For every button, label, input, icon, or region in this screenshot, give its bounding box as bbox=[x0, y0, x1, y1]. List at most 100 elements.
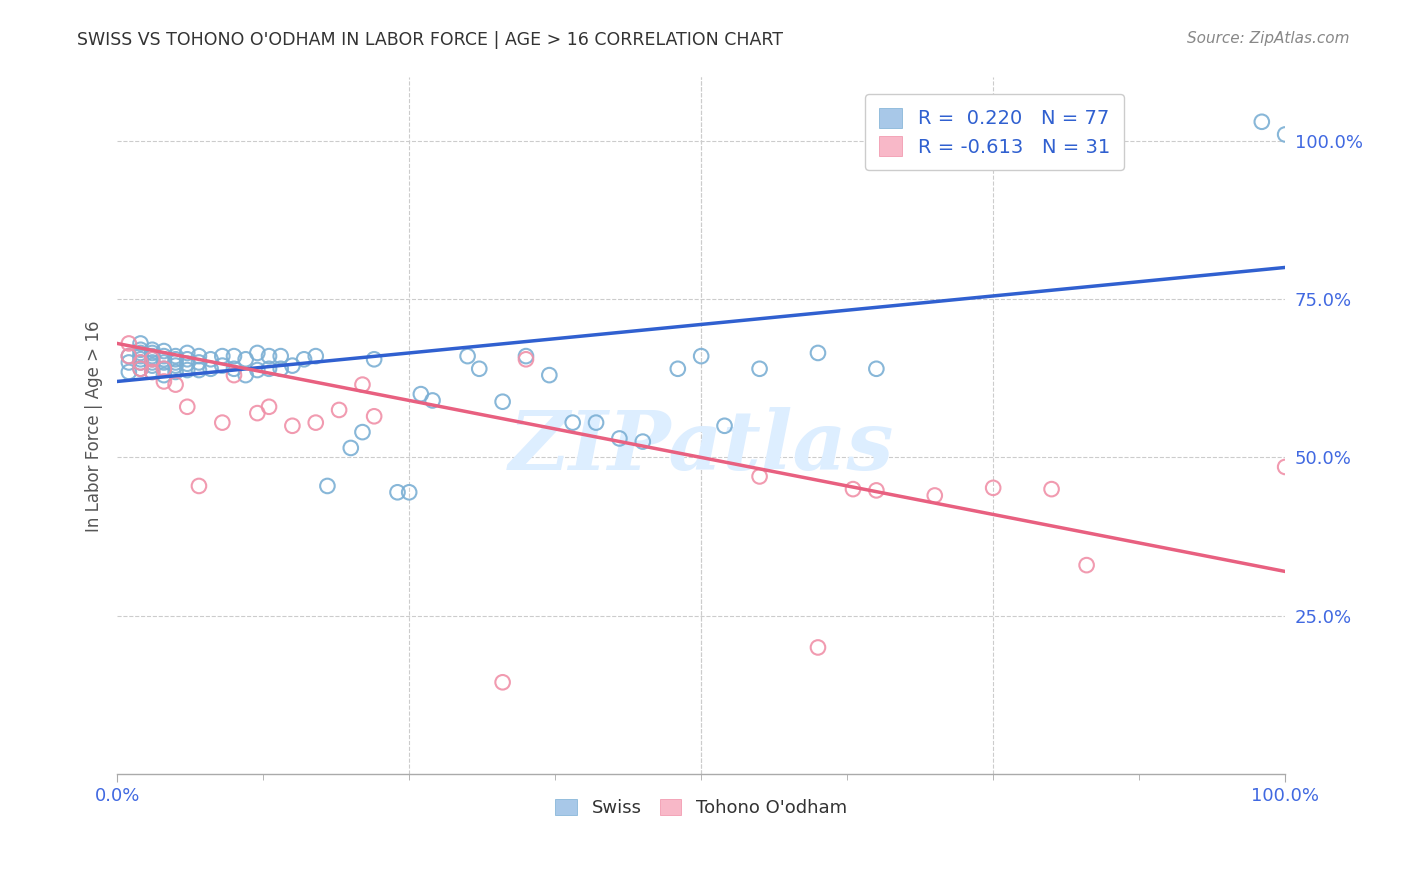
Point bbox=[211, 359, 233, 373]
Point bbox=[842, 482, 865, 496]
Point bbox=[235, 368, 257, 383]
Point bbox=[165, 359, 187, 373]
Point bbox=[129, 349, 152, 363]
Point bbox=[187, 363, 209, 377]
Text: Source: ZipAtlas.com: Source: ZipAtlas.com bbox=[1187, 31, 1350, 46]
Point bbox=[257, 400, 280, 414]
Point bbox=[281, 359, 304, 373]
Point bbox=[246, 406, 269, 420]
Y-axis label: In Labor Force | Age > 16: In Labor Force | Age > 16 bbox=[86, 320, 103, 532]
Text: SWISS VS TOHONO O'ODHAM IN LABOR FORCE | AGE > 16 CORRELATION CHART: SWISS VS TOHONO O'ODHAM IN LABOR FORCE |… bbox=[77, 31, 783, 49]
Point bbox=[222, 349, 245, 363]
Point bbox=[924, 488, 946, 502]
Text: ZIPatlas: ZIPatlas bbox=[509, 407, 894, 487]
Point bbox=[200, 352, 222, 367]
Point bbox=[468, 361, 491, 376]
Point bbox=[235, 352, 257, 367]
Point bbox=[129, 336, 152, 351]
Point bbox=[211, 349, 233, 363]
Point bbox=[141, 349, 163, 363]
Point bbox=[1076, 558, 1098, 573]
Point bbox=[666, 361, 689, 376]
Point bbox=[352, 377, 374, 392]
Point bbox=[141, 355, 163, 369]
Point bbox=[748, 361, 770, 376]
Point bbox=[187, 349, 209, 363]
Legend: Swiss, Tohono O'odham: Swiss, Tohono O'odham bbox=[548, 791, 853, 824]
Point bbox=[339, 441, 361, 455]
Point bbox=[129, 355, 152, 369]
Point bbox=[865, 483, 887, 498]
Point bbox=[398, 485, 420, 500]
Point bbox=[129, 352, 152, 367]
Point bbox=[257, 361, 280, 376]
Point bbox=[409, 387, 432, 401]
Point bbox=[316, 479, 339, 493]
Point bbox=[165, 365, 187, 379]
Point bbox=[328, 403, 350, 417]
Point bbox=[141, 365, 163, 379]
Point bbox=[118, 355, 141, 369]
Point bbox=[129, 361, 152, 376]
Point bbox=[153, 361, 176, 376]
Point bbox=[153, 361, 176, 376]
Point bbox=[270, 361, 292, 376]
Point bbox=[491, 675, 513, 690]
Point bbox=[129, 355, 152, 369]
Point bbox=[270, 349, 292, 363]
Point bbox=[141, 365, 163, 379]
Point bbox=[153, 344, 176, 359]
Point bbox=[165, 377, 187, 392]
Point bbox=[491, 394, 513, 409]
Point bbox=[222, 368, 245, 383]
Point bbox=[457, 349, 479, 363]
Point bbox=[211, 416, 233, 430]
Point bbox=[141, 343, 163, 357]
Point bbox=[352, 425, 374, 439]
Point bbox=[187, 355, 209, 369]
Point bbox=[690, 349, 713, 363]
Point bbox=[246, 363, 269, 377]
Point bbox=[363, 409, 385, 424]
Point bbox=[153, 355, 176, 369]
Point bbox=[561, 416, 583, 430]
Point bbox=[176, 363, 198, 377]
Point bbox=[1040, 482, 1063, 496]
Point bbox=[1250, 115, 1272, 129]
Point bbox=[305, 349, 328, 363]
Point bbox=[118, 336, 141, 351]
Point bbox=[515, 352, 537, 367]
Point bbox=[153, 349, 176, 363]
Point bbox=[807, 346, 830, 360]
Point bbox=[609, 432, 631, 446]
Point bbox=[165, 355, 187, 369]
Point bbox=[176, 400, 198, 414]
Point bbox=[176, 352, 198, 367]
Point bbox=[387, 485, 409, 500]
Point bbox=[631, 434, 654, 449]
Point bbox=[515, 349, 537, 363]
Point bbox=[118, 349, 141, 363]
Point bbox=[118, 349, 141, 363]
Point bbox=[153, 368, 176, 383]
Point bbox=[129, 343, 152, 357]
Point bbox=[422, 393, 444, 408]
Point bbox=[200, 361, 222, 376]
Point bbox=[141, 352, 163, 367]
Point bbox=[305, 416, 328, 430]
Point bbox=[807, 640, 830, 655]
Point bbox=[363, 352, 385, 367]
Point bbox=[748, 469, 770, 483]
Point bbox=[538, 368, 561, 383]
Point bbox=[141, 359, 163, 373]
Point bbox=[585, 416, 607, 430]
Point bbox=[141, 346, 163, 360]
Point bbox=[141, 352, 163, 367]
Point bbox=[118, 365, 141, 379]
Point bbox=[129, 361, 152, 376]
Point bbox=[1274, 128, 1296, 142]
Point bbox=[153, 375, 176, 389]
Point bbox=[865, 361, 887, 376]
Point bbox=[222, 361, 245, 376]
Point bbox=[165, 352, 187, 367]
